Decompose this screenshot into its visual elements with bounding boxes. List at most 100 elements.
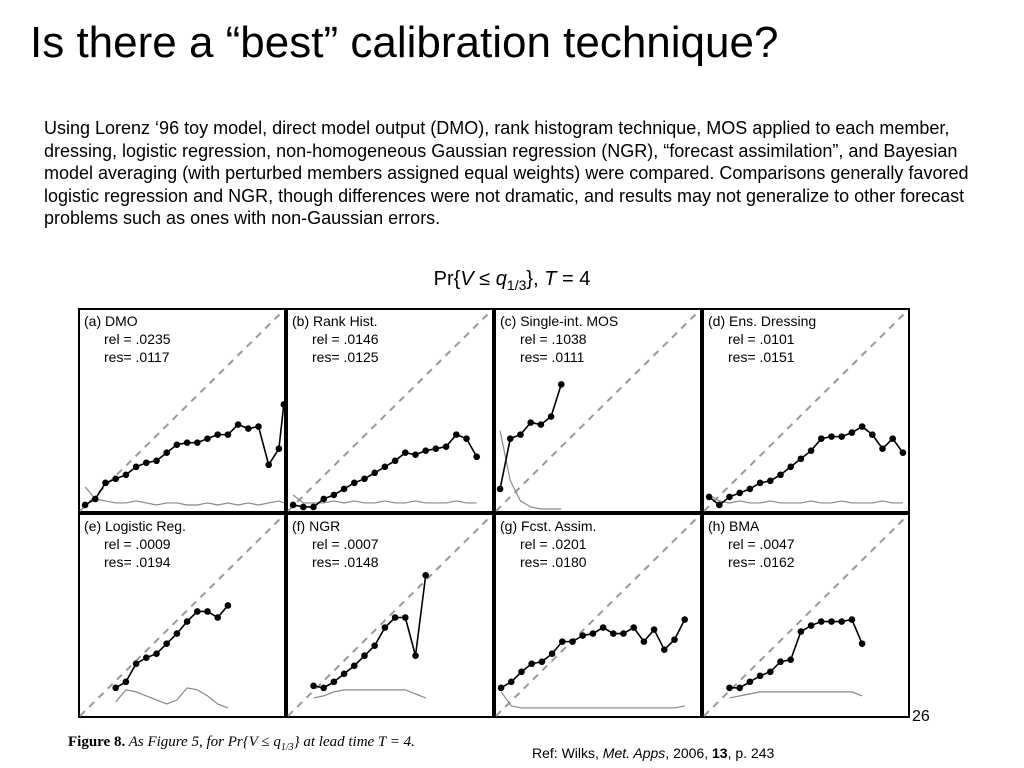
reliability-point [102,479,109,487]
reliability-point [112,684,119,692]
reliability-point [371,469,379,477]
panel-rel: rel = .0101 [728,331,795,347]
reliability-point [381,463,389,471]
reliability-point [559,638,566,645]
reliability-point [422,572,430,579]
reliability-point [351,479,358,487]
figure-title: Pr{V ≤ q1/3}, T = 4 [0,268,1024,293]
reliability-point [351,662,358,670]
reliability-point [589,630,597,637]
reliability-point [432,445,440,452]
reliability-point [599,624,607,631]
reliability-point [496,485,504,493]
panel-label: (g) Fcst. Assim. [500,518,596,534]
panel-4: (d) Ens. Dressing rel = .0101 res= .0151 [702,308,910,513]
reliability-point [858,640,866,647]
reliability-point [143,654,150,662]
reliability-point [340,485,348,493]
reliability-point [548,650,556,657]
reliability-point [879,445,886,452]
diagonal-line [79,514,285,717]
reliability-point [422,447,430,454]
frequency-line [313,689,426,699]
panel-res: res= .0111 [520,349,585,365]
panel-6: (f) NGR rel = .0007 res= .0148 [286,513,494,718]
reliability-point [204,608,211,615]
diagonal-line [287,514,493,717]
panel-rel: rel = .0009 [104,536,171,552]
panel-label: (e) Logistic Reg. [84,518,186,534]
reliability-point [320,495,327,503]
reliability-point [736,489,743,497]
frequency-line [500,691,685,709]
panel-rel: rel = .0235 [104,331,171,347]
figure-title-rest: }, [526,268,545,290]
reliability-point [497,684,505,692]
reliability-point [746,678,754,686]
figure-title-prefix: Pr{ [433,268,461,290]
reliability-point [163,640,170,647]
reliability-point [807,447,815,454]
panel-8: (h) BMA rel = .0047 res= .0162 [702,513,910,718]
reliability-point [153,457,160,465]
reliability-point [224,602,232,609]
reliability-point [330,491,338,499]
reliability-point [671,636,678,643]
reliability-point [767,668,774,676]
reliability-point [630,624,637,631]
reliability-point [255,423,262,430]
reliability-point [610,630,617,637]
reliability-point [858,423,866,430]
panel-res: res= .0125 [312,349,379,365]
reliability-point [265,461,272,469]
reliability-point [371,642,379,649]
reliability-point [402,614,409,621]
reliability-point [705,493,713,501]
reliability-point [143,459,150,467]
reliability-point [508,678,515,686]
reliability-point [122,471,130,479]
reliability-point [650,626,658,633]
panel-label: (d) Ens. Dressing [708,313,816,329]
panel-2: (b) Rank Hist. rel = .0146 res= .0125 [286,308,494,513]
reliability-diagram-panels: (a) DMO rel = .0235 res= .0117 (b) Rank His… [78,308,910,718]
figure-caption-text-a: As Figure 5, for Pr{V ≤ q [125,734,281,750]
reliability-point [320,684,327,692]
reliability-point [391,457,399,465]
frequency-line [708,494,903,504]
panel-1: (a) DMO rel = .0235 res= .0117 [78,308,288,513]
reliability-point [787,463,794,471]
reliability-point [214,614,221,621]
reliability-point [183,618,191,625]
panel-res: res= .0151 [728,349,795,365]
frequency-line [115,687,229,709]
reliability-point [818,618,825,625]
figure-title-q: q [495,268,507,290]
reference-journal: Met. Apps [602,745,666,761]
reliability-point [280,401,288,408]
reliability-point [787,656,794,664]
reliability-point [777,658,784,666]
reliability-point [777,471,784,479]
panel-rel: rel = .0047 [728,536,795,552]
panel-label: (f) NGR [292,518,340,534]
panel-res: res= .0194 [104,554,171,570]
reliability-point [818,435,825,442]
reliability-point [81,501,89,509]
reliability-point [194,608,201,615]
panel-res: res= .0148 [312,554,379,570]
reliability-point [245,425,252,432]
figure-caption-label: Figure 8. [68,734,126,750]
reference-volume: 13 [712,745,728,761]
reliability-point [214,431,221,438]
reliability-point [506,435,514,442]
figure-title-tval: = 4 [556,268,591,290]
reliability-point [528,660,535,668]
page-number: 26 [912,708,930,725]
panel-res: res= .0117 [104,349,170,365]
reliability-point [517,431,524,438]
reliability-point [183,439,191,446]
reliability-point [869,431,876,438]
reliability-point [661,646,668,653]
reliability-point [132,660,140,668]
